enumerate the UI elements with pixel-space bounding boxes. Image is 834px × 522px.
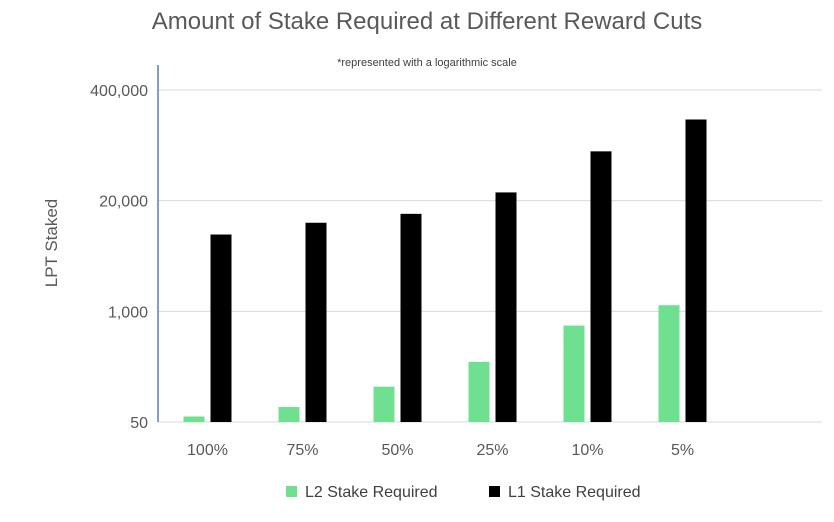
y-tick-label: 1,000 (108, 304, 148, 321)
bar-l2 (563, 325, 585, 422)
y-tick-label: 50 (130, 415, 148, 432)
bar-l1 (590, 151, 612, 423)
x-tick-labels: 100% 75% 50% 25% 10% 5% (187, 442, 694, 459)
legend-label: L2 Stake Required (305, 484, 438, 501)
bar-l1 (495, 192, 517, 422)
legend-swatch (286, 486, 297, 497)
bar-l1 (400, 213, 422, 422)
bar-l1 (210, 234, 232, 422)
y-tick-label: 400,000 (90, 83, 148, 100)
legend: L2 Stake Required L1 Stake Required (286, 484, 641, 501)
bar-l2 (468, 361, 490, 422)
x-tick-label: 75% (286, 442, 318, 459)
bar-l1 (305, 222, 327, 422)
y-tick-labels: 50 1,000 20,000 400,000 (90, 83, 148, 432)
x-tick-label: 5% (671, 442, 694, 459)
bar-l2 (278, 407, 300, 422)
chart-subtitle: *represented with a logarithmic scale (337, 57, 517, 69)
bar-l2 (183, 416, 205, 422)
y-axis-label: LPT Staked (42, 199, 61, 288)
bar-l1 (685, 119, 707, 423)
bar-l2 (658, 305, 680, 422)
x-tick-label: 50% (381, 442, 413, 459)
chart-title: Amount of Stake Required at Different Re… (152, 8, 703, 35)
x-tick-label: 10% (571, 442, 603, 459)
bar-l2 (373, 386, 395, 422)
bars (183, 119, 707, 423)
x-tick-label: 100% (187, 442, 228, 459)
legend-swatch (489, 486, 500, 497)
gridlines (158, 89, 822, 423)
y-tick-label: 20,000 (99, 194, 148, 211)
legend-label: L1 Stake Required (508, 484, 641, 501)
x-tick-label: 25% (476, 442, 508, 459)
